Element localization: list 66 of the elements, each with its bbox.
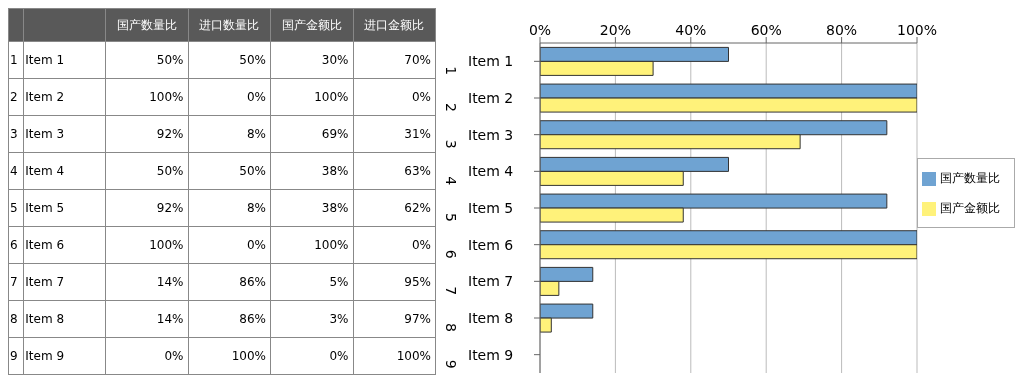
data-label: 3% [270,300,353,338]
data-label: 70% [353,41,436,79]
data-label: 0% [353,226,436,264]
category-label: 5 Item 5 [8,189,106,227]
y-tick-label: 1 Item 1 [443,53,514,76]
data-label: 86% [188,300,271,338]
category-label: 2 Item 2 [8,78,106,116]
legend-label: 国产金额比 [940,201,1000,215]
data-label: 0% [105,337,188,375]
data-label: 62% [353,189,436,227]
data-label: 100% [270,226,353,264]
data-label: 14% [105,300,188,338]
data-label: 69% [270,115,353,153]
data-label: 14% [105,263,188,301]
data-label: 30% [270,41,353,79]
y-tick-label: 9 Item 9 [443,346,514,369]
x-tick-label: 20% [599,22,631,38]
category-label: 6 Item 6 [8,226,106,264]
data-label: 63% [353,152,436,190]
category-label: 8 Item 8 [8,300,106,338]
y-tick-label: 4 Item 4 [443,163,514,186]
data-label: 8% [188,189,271,227]
data-label: 0% [188,78,271,116]
data-label: 95% [353,263,436,301]
x-tick-label: 80% [826,22,858,38]
y-tick-label: 2 Item 2 [443,90,514,112]
data-label: 100% [105,78,188,116]
data-label: 0% [353,78,436,116]
y-tick-label: 5 Item 5 [443,200,514,222]
text: 进口金额比 [353,8,436,42]
category-label: 4 Item 4 [8,152,106,190]
data-label: 92% [105,115,188,153]
text: 国产金额比 [270,8,353,42]
y-tick-label: 3 Item 3 [443,126,514,149]
x-tick-label: 60% [750,22,782,38]
data-label: 100% [353,337,436,375]
data-label: 5% [270,263,353,301]
data-label: 8% [188,115,271,153]
data-label: 97% [353,300,436,338]
category-label: 7 Item 7 [8,263,106,301]
data-label: 50% [105,41,188,79]
text: 国产数量比 [105,8,188,42]
data-label: 38% [270,189,353,227]
data-label: 100% [270,78,353,116]
x-tick-label: 0% [528,22,552,38]
data-label: 92% [105,189,188,227]
category-label: 1 Item 1 [8,41,106,79]
legend-label: 国产数量比 [940,171,1000,185]
data-label: 100% [188,337,271,375]
data-label: 50% [188,41,271,79]
data-label: 100% [105,226,188,264]
x-tick-label: 40% [675,22,707,38]
data-label: 31% [353,115,436,153]
data-label: 50% [105,152,188,190]
category-label: 3 Item 3 [8,115,106,153]
data-label: 38% [270,152,353,190]
x-tick-label: 100% [896,22,938,38]
data-label: 0% [188,226,271,264]
category-label: 9 Item 9 [8,337,106,375]
y-tick-label: 7 Item 7 [443,273,514,296]
text: 进口数量比 [188,8,271,42]
data-label: 86% [188,263,271,301]
data-label: 0% [270,337,353,375]
y-tick-label: 8 Item 8 [443,310,514,332]
data-label: 50% [188,152,271,190]
y-tick-label: 6 Item 6 [443,236,514,259]
